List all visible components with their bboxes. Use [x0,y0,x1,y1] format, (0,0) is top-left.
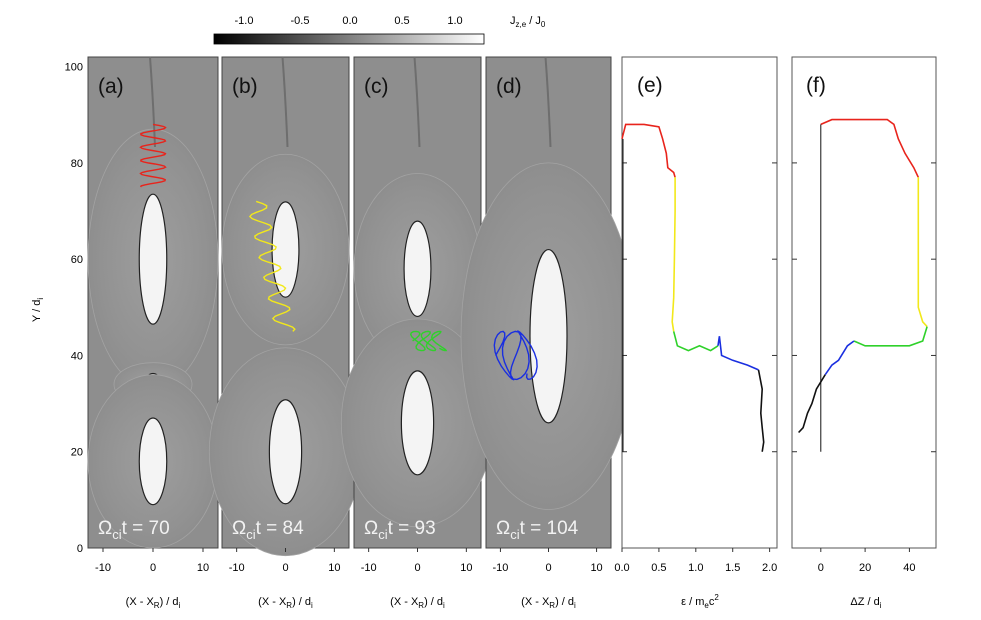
panel-letter: (d) [496,75,522,98]
x-tick-label: 0 [282,562,288,574]
x-tick-label: 10 [590,562,602,574]
colorbar-tick: 0.5 [394,15,409,27]
x-axis-label: (X - XR) / di [390,596,445,610]
trajectory-blue [493,329,538,381]
current-filament [544,56,552,148]
panel-e: (e) 0.0 0.5 1.0 1.5 2.0 ε / mec2 [614,56,778,610]
trajectory-yellow [248,200,296,332]
panel-e-letter: (e) [637,74,663,97]
series-black [757,369,765,452]
x-tick-label: 0 [818,562,824,574]
island-core [268,399,303,505]
x-axis-label: (X - XR) / di [258,596,313,610]
panel-time-label: Ωcit = 93 [364,518,436,542]
series-yellow [671,177,676,332]
island-core [403,220,432,318]
x-tick-label: -10 [361,562,377,574]
colorbar-tick: -0.5 [291,15,310,27]
current-filament [413,56,421,148]
panel-e-xlabel: ε / mec2 [681,593,719,610]
colorbar-tick: 1.0 [447,15,462,27]
panel-f: (f) 0 20 40 ΔZ / di [791,56,937,610]
colorbar-tick: 0.0 [342,15,357,27]
panel-time-label: Ωcit = 104 [496,518,579,542]
island-core [529,248,568,424]
colorbar: -1.0 -0.5 0.0 0.5 1.0 Jz,e / J0 [213,15,546,45]
panel-b: (b) Ωcit = 84 -10 0 10 (X - XR) / di [208,56,363,610]
panel-e-frame [621,56,778,549]
trajectory-red [139,123,167,188]
series-blue [824,340,855,376]
x-tick-label: -10 [229,562,245,574]
x-tick-label: 40 [903,562,915,574]
colorbar-gradient [213,33,485,45]
y-tick-label: 60 [71,254,83,266]
panel-a: (a) Ωcit = 70 -10 0 10 (X - XR) / di [87,56,219,610]
x-tick-label: 10 [460,562,472,574]
x-tick-label: 0 [414,562,420,574]
panel-f-letter: (f) [806,74,826,97]
island-core [400,370,435,476]
x-tick-label: 0.0 [614,562,629,574]
series-green [853,326,928,347]
panel-letter: (c) [364,75,389,98]
panel-time-label: Ωcit = 84 [232,518,304,542]
series-yellow [917,177,928,328]
colorbar-tick: -1.0 [235,15,254,27]
x-tick-label: 0 [150,562,156,574]
y-tick-label: 40 [71,350,83,362]
x-tick-label: 2.0 [762,562,777,574]
panel-time-label: Ωcit = 70 [98,518,170,542]
x-tick-label: -10 [492,562,508,574]
series-black [798,374,826,434]
x-tick-label: 1.0 [688,562,703,574]
series-green [672,331,719,352]
panel-letter: (a) [98,75,124,98]
x-tick-label: 20 [859,562,871,574]
panel-f-frame [791,56,937,549]
y-tick-label: 20 [71,447,83,459]
colorbar-label: Jz,e / J0 [510,15,546,29]
x-tick-label: 0 [545,562,551,574]
y-tick-label: 0 [77,543,83,555]
current-filament [281,56,289,148]
island-core [138,193,168,325]
trajectory-green [409,330,448,352]
y-axis: Y / di 0 20 40 60 80 100 [31,62,83,555]
island-core [271,201,300,298]
island-core [138,417,168,506]
y-tick-label: 100 [65,62,83,74]
x-tick-label: 10 [197,562,209,574]
x-axis-label: (X - XR) / di [126,596,181,610]
panel-d: (d) Ωcit = 104 -10 0 10 (X - XR) / di [460,56,637,610]
series-red [621,123,676,178]
x-tick-label: 1.5 [725,562,740,574]
panel-letter: (b) [232,75,258,98]
panel-f-xlabel: ΔZ / di [850,596,881,610]
series-blue [717,336,759,371]
x-axis-label: (X - XR) / di [521,596,576,610]
x-tick-label: 10 [328,562,340,574]
x-tick-label: -10 [95,562,111,574]
panel-c: (c) Ωcit = 93 -10 0 10 (X - XR) / di [340,56,495,610]
y-axis-label: Y / di [31,298,45,322]
series-red [820,118,920,178]
x-tick-label: 0.5 [651,562,666,574]
y-tick-label: 80 [71,158,83,170]
